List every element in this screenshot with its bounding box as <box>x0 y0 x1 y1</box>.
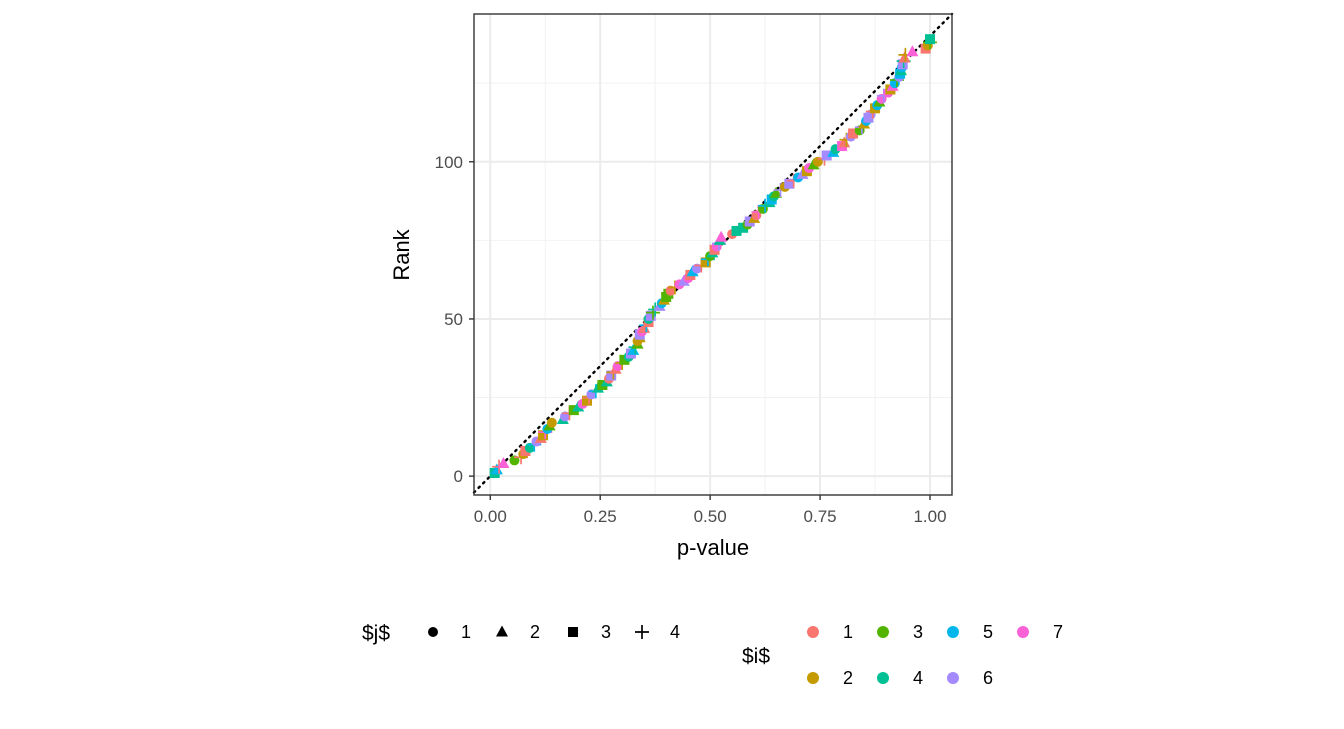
legend-i-label: 5 <box>983 622 993 642</box>
x-tick-label: 0.00 <box>474 507 507 526</box>
plot-panel-border <box>473 13 953 496</box>
data-point <box>546 417 557 428</box>
legend-j-label: 2 <box>530 622 540 642</box>
data-point <box>898 51 911 63</box>
y-axis-title: Rank <box>389 228 414 280</box>
legend-i-label: 1 <box>843 622 853 642</box>
legend-j-label: 3 <box>601 622 611 642</box>
y-tick-label: 50 <box>444 310 463 329</box>
legend-j-label: 4 <box>670 622 680 642</box>
data-point <box>520 445 531 456</box>
legend-i-key <box>877 672 889 684</box>
data-point <box>645 305 660 320</box>
legend-i-label: 4 <box>913 668 923 688</box>
legend-j-label: 1 <box>461 622 471 642</box>
data-point <box>619 354 630 365</box>
legend-j-key <box>496 625 508 637</box>
legend-i-key <box>807 626 819 638</box>
y-tick-label: 0 <box>454 467 463 486</box>
data-point <box>784 178 795 189</box>
legend-i-label: 7 <box>1053 622 1063 642</box>
y-tick-label: 100 <box>435 153 463 172</box>
legend-i-key <box>947 672 959 684</box>
data-point <box>497 457 510 469</box>
legend-i-label: 2 <box>843 668 853 688</box>
legend-j-key <box>428 627 438 637</box>
legend-i-label: 6 <box>983 668 993 688</box>
legend-i-key <box>807 672 819 684</box>
data-point <box>645 310 656 321</box>
x-tick-label: 1.00 <box>913 507 946 526</box>
data-point <box>906 45 919 57</box>
data-point <box>715 230 728 242</box>
grid-minor-lines <box>474 14 952 495</box>
data-point <box>606 370 617 381</box>
data-point <box>848 128 859 139</box>
data-point <box>925 34 936 45</box>
x-axis-ticks: 0.00 0.25 0.50 0.75 1.00 <box>474 495 947 526</box>
data-point <box>821 150 832 161</box>
data-point <box>700 257 711 268</box>
legend-j-key <box>635 625 649 639</box>
legend-i-label: 3 <box>913 622 923 642</box>
legend-j-key <box>568 627 578 637</box>
x-tick-label: 0.25 <box>584 507 617 526</box>
data-points <box>489 34 938 478</box>
data-point <box>738 222 749 233</box>
grid-major-lines <box>474 14 952 495</box>
data-point <box>731 225 742 236</box>
legend-i-key <box>947 626 959 638</box>
x-tick-label: 0.50 <box>694 507 727 526</box>
data-point <box>582 395 593 406</box>
data-point <box>770 186 783 198</box>
legend-i: $i$ 1 2 3 4 5 6 7 <box>742 622 1063 688</box>
x-axis-title: p-value <box>677 535 749 560</box>
y-axis-ticks: 0 50 100 <box>435 153 474 486</box>
legend-j: $j$ 1 2 3 4 <box>362 622 680 645</box>
legend-j-title: $j$ <box>362 622 390 645</box>
legend-i-key <box>1017 626 1029 638</box>
legend-i-title: $i$ <box>742 645 770 668</box>
data-point <box>538 430 549 441</box>
x-tick-label: 0.75 <box>804 507 837 526</box>
legend-i-key <box>877 626 889 638</box>
data-point <box>897 59 908 70</box>
